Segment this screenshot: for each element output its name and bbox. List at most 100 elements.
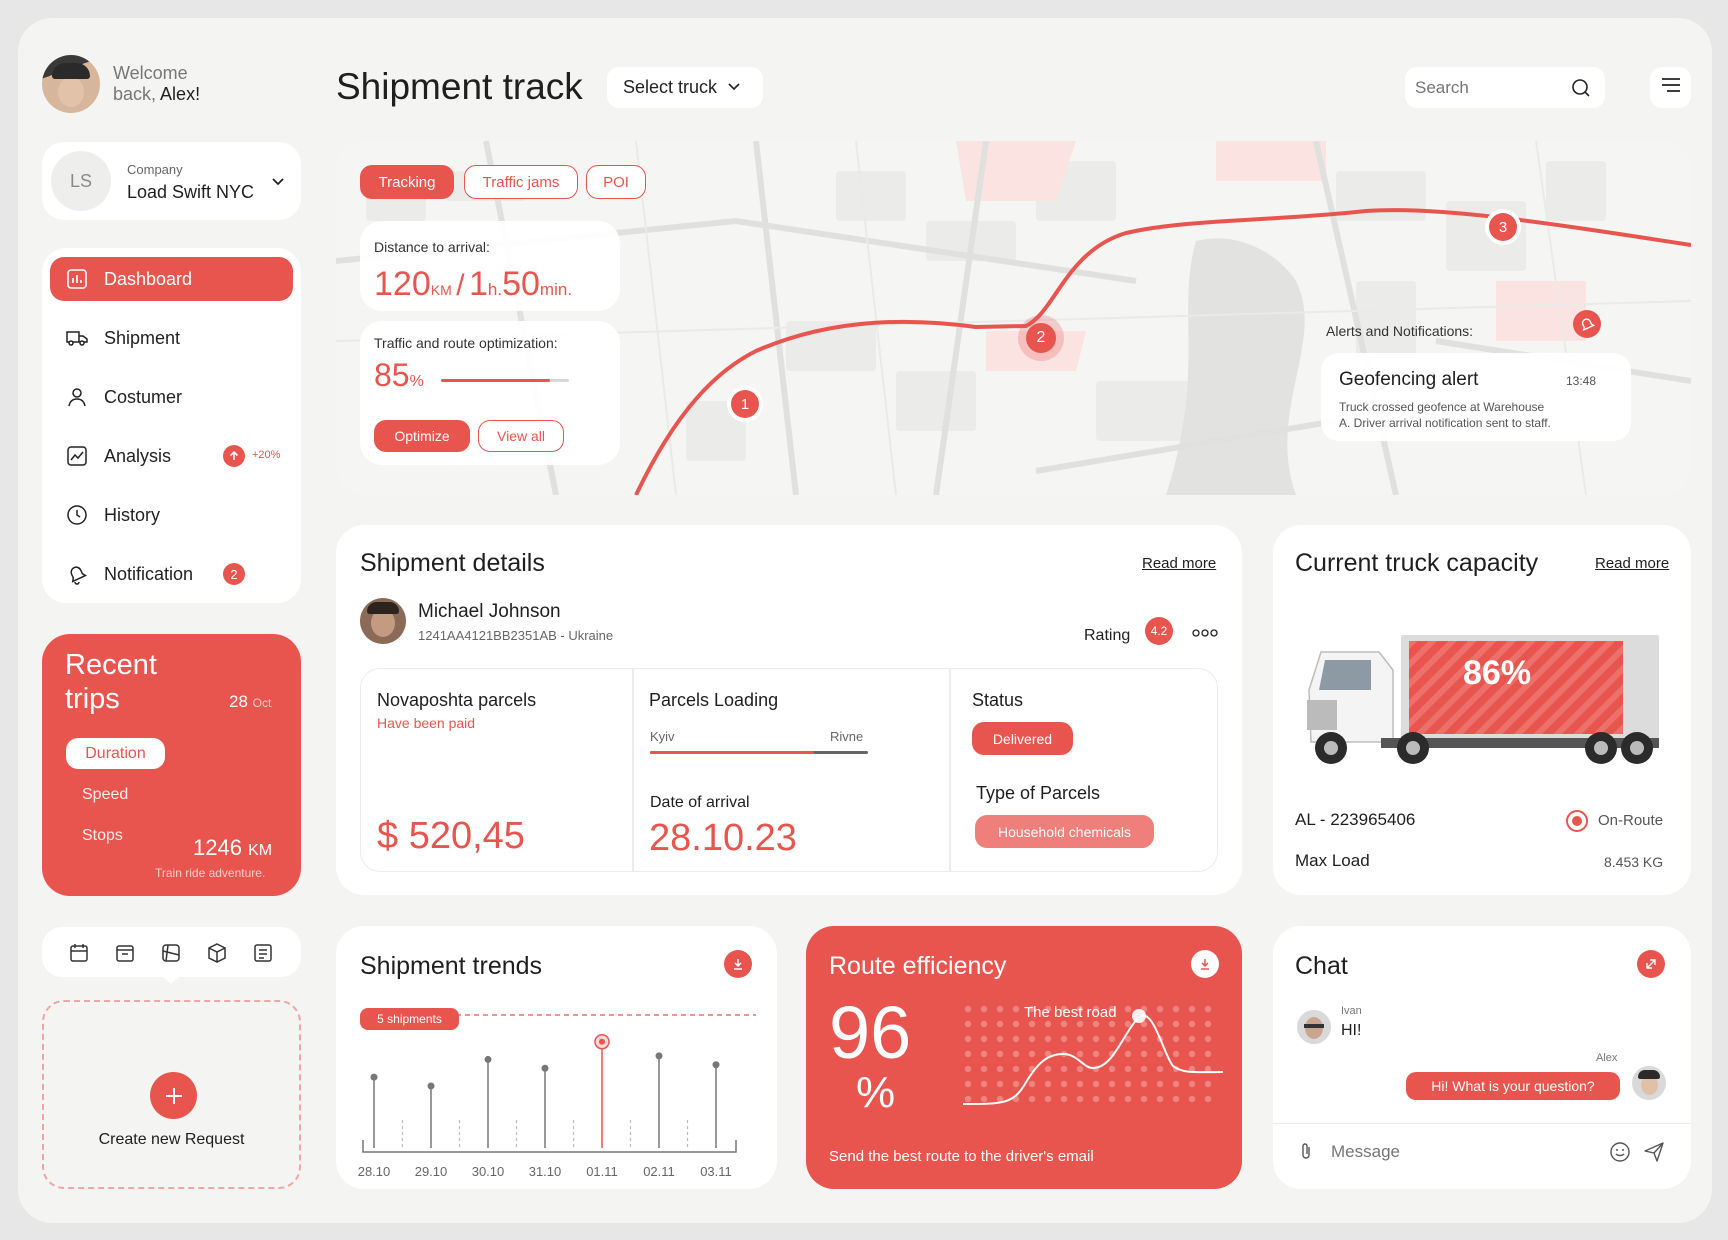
shipment-read-more-link[interactable]: Read more bbox=[1142, 555, 1217, 572]
message-input[interactable] bbox=[1331, 1138, 1551, 1166]
more-options-icon[interactable] bbox=[1192, 625, 1218, 643]
trend-point[interactable] bbox=[484, 1055, 492, 1063]
alert-card[interactable]: Geofencing alert 13:48 Truck crossed geo… bbox=[1321, 353, 1631, 441]
emoji-icon[interactable] bbox=[1609, 1141, 1631, 1168]
trend-point[interactable] bbox=[712, 1061, 720, 1069]
sidebar-item-costumer[interactable]: Costumer bbox=[50, 375, 293, 419]
sidebar-item-history[interactable]: History bbox=[50, 493, 293, 537]
driver-id: 1241AA4121BB2351AB - Ukraine bbox=[418, 628, 614, 643]
shipment-details-card: Shipment details Read more Michael Johns… bbox=[336, 525, 1242, 895]
trend-x-label: 29.10 bbox=[415, 1164, 448, 1179]
alert-text: Truck crossed geofence at Warehouse A. D… bbox=[1339, 400, 1551, 430]
trend-chart: 28.10 29.10 30.10 31.10 01.11 02.11 03.11 bbox=[358, 1014, 756, 1179]
grid-dot bbox=[1172, 1080, 1180, 1088]
chat-avatar-ivan bbox=[1297, 1010, 1331, 1044]
company-selector[interactable]: LS Company Load Swift NYC bbox=[42, 142, 301, 220]
grid-dot bbox=[1060, 1080, 1068, 1088]
grid-dot bbox=[1044, 1005, 1052, 1013]
sidebar-item-dashboard[interactable]: Dashboard bbox=[50, 257, 293, 301]
archive-icon[interactable] bbox=[114, 942, 136, 969]
grid-dot bbox=[1156, 1050, 1164, 1058]
sidebar-item-label: Dashboard bbox=[104, 268, 193, 289]
search-icon[interactable] bbox=[1570, 77, 1592, 104]
capacity-read-more-link[interactable]: Read more bbox=[1595, 555, 1670, 572]
grid-dot bbox=[1188, 1035, 1196, 1043]
efficiency-footer[interactable]: Send the best route to the driver's emai… bbox=[829, 1148, 1094, 1165]
grid-dot bbox=[1076, 1080, 1084, 1088]
alert-time: 13:48 bbox=[1566, 374, 1597, 388]
sidebar-item-analysis[interactable]: Analysis +20% bbox=[50, 434, 293, 478]
trends-title: Shipment trends bbox=[360, 952, 543, 980]
route-marker-2[interactable]: 2 bbox=[1026, 323, 1056, 353]
msg2-bubble: Hi! What is your question? bbox=[1406, 1072, 1620, 1100]
trend-point[interactable] bbox=[370, 1073, 378, 1081]
grid-dot bbox=[1140, 1050, 1148, 1058]
optimize-button[interactable]: Optimize bbox=[374, 420, 470, 452]
msg2-author: Alex bbox=[1596, 1052, 1618, 1064]
grid-dot bbox=[964, 1005, 972, 1013]
map-icon[interactable] bbox=[160, 942, 182, 969]
grid-dot bbox=[1156, 1095, 1164, 1103]
x-axis bbox=[362, 1140, 737, 1153]
plus-icon[interactable] bbox=[150, 1072, 197, 1119]
grid-dot bbox=[1028, 1080, 1036, 1088]
grid-dot bbox=[1140, 1095, 1148, 1103]
user-avatar[interactable] bbox=[42, 55, 100, 113]
grid-dot bbox=[1188, 1050, 1196, 1058]
download-icon[interactable] bbox=[724, 950, 752, 978]
tab-tracking[interactable]: Tracking bbox=[360, 165, 454, 199]
tab-poi[interactable]: POI bbox=[586, 165, 646, 199]
route-marker-1[interactable]: 1 bbox=[731, 390, 759, 418]
select-truck-dropdown[interactable]: Select truck bbox=[607, 67, 763, 108]
route-marker-3[interactable]: 3 bbox=[1489, 213, 1517, 241]
status-badge: Delivered bbox=[972, 722, 1073, 755]
trend-point[interactable] bbox=[541, 1064, 549, 1072]
tab-duration[interactable]: Duration bbox=[66, 738, 165, 769]
arrival-date: 28.10.23 bbox=[649, 817, 797, 859]
bell-icon[interactable] bbox=[1573, 310, 1601, 338]
box-icon[interactable] bbox=[206, 942, 228, 969]
analysis-badge: +20% bbox=[252, 449, 281, 461]
tab-speed[interactable]: Speed bbox=[82, 786, 129, 803]
page-title: Shipment track bbox=[336, 66, 583, 107]
tab-stops[interactable]: Stops bbox=[82, 827, 123, 844]
grid-dot bbox=[1124, 1050, 1132, 1058]
grid-dot bbox=[996, 1095, 1004, 1103]
driver-avatar[interactable] bbox=[360, 598, 406, 644]
menu-button[interactable] bbox=[1650, 67, 1691, 108]
send-icon[interactable] bbox=[1643, 1141, 1665, 1168]
sidebar-item-shipment[interactable]: Shipment bbox=[50, 316, 293, 360]
quick-tools bbox=[42, 927, 301, 977]
efficiency-graph bbox=[963, 1005, 1223, 1105]
efficiency-value: 96 bbox=[829, 991, 912, 1074]
trend-point[interactable] bbox=[427, 1082, 435, 1090]
grid-dot bbox=[964, 1065, 972, 1073]
trend-x-label: 01.11 bbox=[586, 1164, 618, 1179]
grid-dot bbox=[1044, 1080, 1052, 1088]
create-request-card[interactable]: Create new Request bbox=[42, 1000, 301, 1189]
view-all-button[interactable]: View all bbox=[478, 420, 564, 452]
attachment-icon[interactable] bbox=[1297, 1141, 1315, 1166]
trend-x-label: 30.10 bbox=[472, 1164, 505, 1179]
efficiency-peak[interactable] bbox=[1132, 1009, 1146, 1023]
trend-x-label: 28.10 bbox=[358, 1164, 391, 1179]
map-card[interactable]: 1 2 3 Tracking Traffic jams POI Distance… bbox=[336, 141, 1691, 495]
grid-dot bbox=[1204, 1005, 1212, 1013]
trend-point[interactable] bbox=[655, 1052, 663, 1060]
grid-dot bbox=[1108, 1095, 1116, 1103]
grid-dot bbox=[980, 1095, 988, 1103]
truck-illustration bbox=[1307, 635, 1659, 764]
grid-dot bbox=[1012, 1065, 1020, 1073]
sidebar-item-notification[interactable]: Notification 2 bbox=[50, 552, 293, 596]
tab-traffic-jams[interactable]: Traffic jams bbox=[464, 165, 578, 199]
company-name: Load Swift NYC bbox=[127, 182, 255, 202]
expand-icon[interactable] bbox=[1637, 950, 1665, 978]
optimization-panel: Traffic and route optimization: 85% Opti… bbox=[360, 321, 620, 465]
rating-badge: 4.2 bbox=[1145, 617, 1173, 645]
download-icon[interactable] bbox=[1191, 950, 1219, 978]
grid-dot bbox=[1172, 1020, 1180, 1028]
search-box[interactable] bbox=[1405, 67, 1605, 108]
search-input[interactable] bbox=[1415, 73, 1565, 102]
document-icon[interactable] bbox=[252, 942, 274, 969]
calendar-icon[interactable] bbox=[68, 942, 90, 969]
